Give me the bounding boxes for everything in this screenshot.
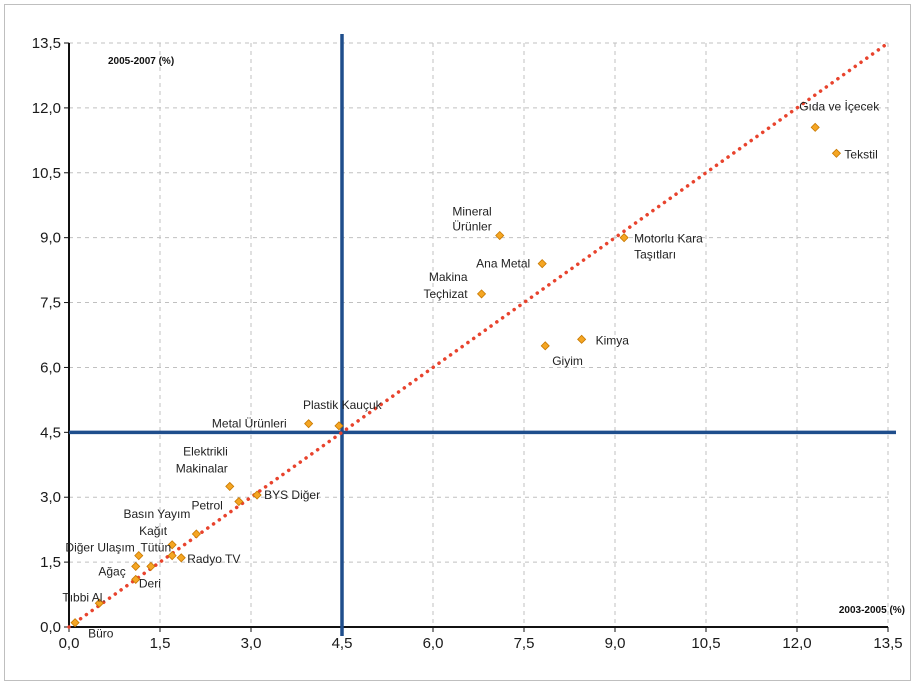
point-label: Kimya — [596, 333, 630, 347]
reference-lines — [69, 34, 896, 636]
data-point — [495, 230, 505, 241]
data-point — [70, 618, 80, 628]
point-label: Tekstil — [844, 147, 877, 161]
point-label: Elektrikli — [183, 444, 228, 458]
point-label: Ağaç — [98, 564, 125, 578]
data-point — [134, 551, 144, 561]
data-point — [540, 341, 550, 351]
point-label: Plastik Kauçuk — [303, 398, 383, 412]
y-tick-label: 13,5 — [32, 35, 61, 52]
point-label: Taşıtları — [634, 248, 676, 262]
x-tick-label: 9,0 — [605, 635, 626, 652]
point-label: Tütün — [140, 541, 171, 555]
point-label: BYS Diğer — [264, 488, 320, 502]
x-axis-title: 2003-2005 (%) — [839, 605, 905, 616]
point-label: Metal Ürünleri — [212, 417, 287, 431]
x-tick-label: 1,5 — [150, 635, 171, 652]
data-point — [252, 490, 262, 500]
y-axis-title: 2005-2007 (%) — [108, 56, 174, 67]
point-label: Basın Yayım — [123, 507, 190, 521]
diagonal-reference-line — [67, 41, 890, 629]
data-point — [537, 259, 547, 269]
data-point — [131, 574, 141, 584]
y-tick-label: 9,0 — [40, 230, 61, 247]
point-label: Ürünler — [452, 220, 491, 234]
diagonal-line — [67, 41, 890, 629]
point-label: Büro — [88, 627, 114, 641]
data-point — [167, 551, 177, 561]
point-label: Tıbbi Al. — [62, 590, 105, 604]
x-tick-label: 13,5 — [873, 635, 902, 652]
y-tick-label: 0,0 — [40, 619, 61, 636]
data-point — [225, 481, 235, 491]
x-tick-label: 6,0 — [423, 635, 444, 652]
x-tick-label: 4,5 — [332, 635, 353, 652]
data-point — [810, 122, 820, 132]
data-point — [304, 419, 314, 429]
axes — [64, 42, 889, 632]
data-point — [131, 561, 141, 572]
tick-labels: 0,0 1,5 3,0 4,5 6,0 7,5 9,0 10,5 12,0 13,5 0,0 1,5 3… — [32, 35, 903, 652]
x-tick-label: 7,5 — [514, 635, 535, 652]
y-tick-label: 1,5 — [40, 554, 61, 571]
data-point — [619, 233, 629, 243]
data-point — [176, 553, 186, 563]
data-points — [70, 122, 841, 628]
point-label: Ana Metal — [476, 257, 530, 271]
point-label: Makina — [429, 270, 468, 284]
x-tick-label: 0,0 — [59, 635, 80, 652]
point-label: Teçhizat — [424, 287, 469, 301]
point-label: Kağıt — [139, 524, 168, 538]
y-tick-label: 10,5 — [32, 165, 61, 182]
point-label: Motorlu Kara — [634, 232, 703, 246]
point-label: Diğer Ulaşım — [65, 541, 134, 555]
x-tick-label: 3,0 — [241, 635, 262, 652]
point-label: Makinalar — [176, 461, 228, 475]
point-label: Deri — [139, 576, 161, 590]
point-label: Mineral — [452, 205, 491, 219]
point-label: Giyim — [552, 354, 583, 368]
data-point — [167, 540, 177, 550]
point-label: Petrol — [192, 499, 223, 513]
data-point — [476, 289, 487, 299]
data-point — [191, 529, 201, 539]
y-tick-label: 12,0 — [32, 100, 61, 117]
point-label: Radyo TV — [187, 552, 240, 566]
point-label: Gıda ve İçecek — [799, 99, 880, 113]
data-point — [94, 598, 104, 608]
chart-frame — [4, 4, 911, 681]
data-point — [146, 561, 156, 572]
x-tick-label: 12,0 — [782, 635, 811, 652]
data-point — [577, 334, 587, 344]
y-tick-label: 4,5 — [40, 424, 61, 441]
x-tick-label: 10,5 — [691, 635, 720, 652]
y-tick-label: 7,5 — [40, 295, 61, 312]
data-point — [334, 421, 344, 431]
data-point — [234, 496, 244, 507]
y-tick-label: 6,0 — [40, 359, 61, 376]
data-point — [831, 148, 841, 158]
y-tick-label: 3,0 — [40, 489, 61, 506]
